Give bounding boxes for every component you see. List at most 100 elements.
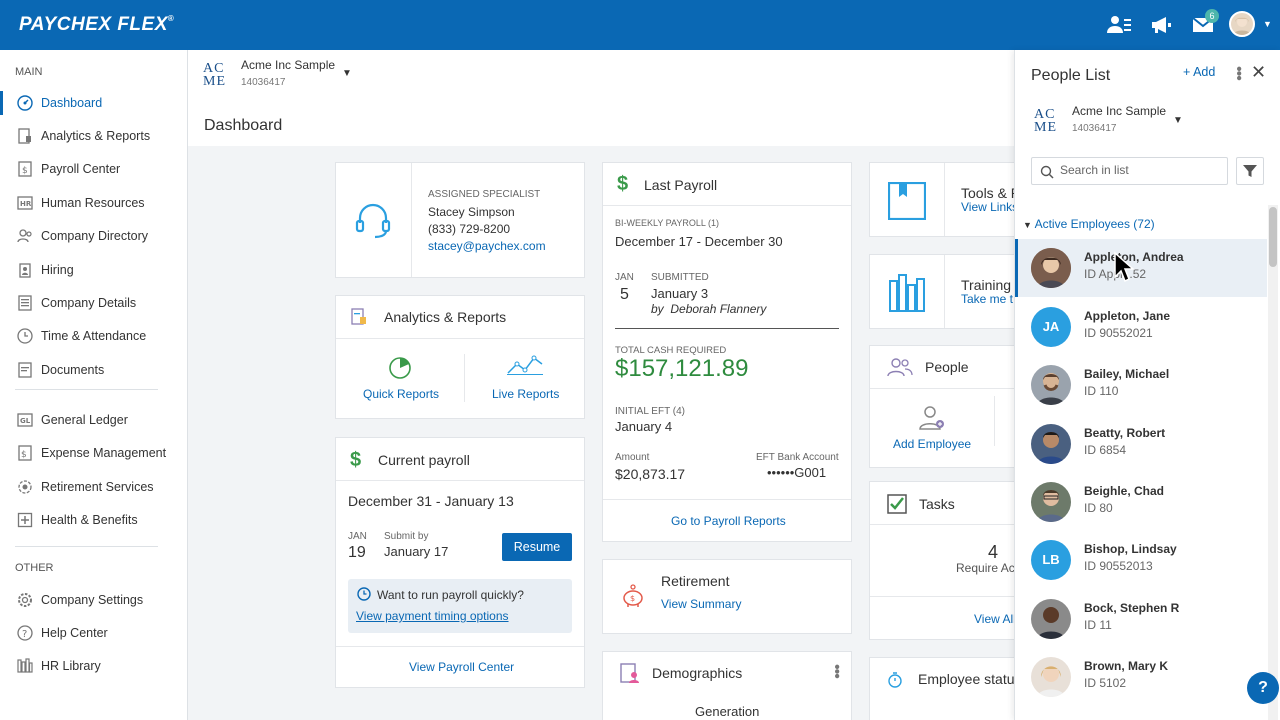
list-item[interactable]: Bock, Stephen R ID 11 xyxy=(1015,590,1267,648)
view-summary-link[interactable]: View Summary xyxy=(661,597,742,611)
payment-timing-link[interactable]: View payment timing options xyxy=(356,609,509,623)
submit-by-date: January 17 xyxy=(384,544,449,559)
take-me-link[interactable]: Take me t xyxy=(961,292,1014,306)
list-item[interactable]: JA Appleton, Jane ID 90552021 xyxy=(1015,298,1267,356)
sidebar-item-time-attendance[interactable]: Time & Attendance xyxy=(0,321,187,351)
panel-company-chevron-down-icon[interactable]: ▼ xyxy=(1173,115,1183,126)
clock-icon xyxy=(17,328,33,344)
specialist-email-link[interactable]: stacey@paychex.com xyxy=(428,239,546,253)
sidebar-item-human-resources[interactable]: HR Human Resources xyxy=(0,188,187,218)
question-circle-icon: ? xyxy=(17,625,33,641)
scrollbar-thumb[interactable] xyxy=(1269,207,1277,267)
demographics-more-icon[interactable]: ••• xyxy=(828,664,845,678)
sidebar-item-label: Company Details xyxy=(41,296,137,310)
avatar xyxy=(1031,599,1071,639)
people-icon[interactable] xyxy=(1106,13,1132,37)
svg-text:?: ? xyxy=(22,629,27,640)
library-books-icon xyxy=(17,658,33,674)
person-name: Bock, Stephen R xyxy=(1084,601,1180,615)
sidebar-item-dashboard[interactable]: Dashboard xyxy=(0,88,187,118)
current-payroll-period: December 31 - January 13 xyxy=(348,493,514,509)
sidebar-item-general-ledger[interactable]: GL General Ledger xyxy=(0,405,187,435)
view-links-link[interactable]: View Links xyxy=(961,200,1019,214)
submitted-by: by Deborah Flannery xyxy=(651,302,767,316)
sidebar-item-retirement-services[interactable]: Retirement Services xyxy=(0,472,187,502)
close-icon[interactable]: ✕ xyxy=(1251,62,1267,82)
people-search-box[interactable] xyxy=(1031,157,1228,185)
megaphone-icon[interactable] xyxy=(1149,13,1175,37)
sidebar-item-analytics-reports[interactable]: Analytics & Reports xyxy=(0,121,187,151)
card-divider xyxy=(464,354,465,402)
person-name: Bishop, Lindsay xyxy=(1084,542,1177,556)
card-divider xyxy=(994,396,995,446)
live-reports-link[interactable]: Live Reports xyxy=(492,387,560,401)
user-avatar[interactable] xyxy=(1229,11,1255,37)
panel-company-switcher[interactable]: Acme Inc Sample xyxy=(1072,104,1167,118)
employee-status-card: Employee status xyxy=(869,657,1029,720)
current-payroll-card: $ Current payroll December 31 - January … xyxy=(335,437,585,688)
list-item[interactable]: Beighle, Chad ID 80 xyxy=(1015,473,1267,531)
demographics-title: Demographics xyxy=(652,665,743,681)
paychex-flex-logo[interactable]: PAYCHEX FLEX® xyxy=(19,14,175,35)
avatar xyxy=(1031,248,1071,288)
acme-logo: AC ME xyxy=(1034,107,1057,135)
amount-label: Amount xyxy=(615,452,650,463)
tasks-title: Tasks xyxy=(919,496,955,512)
sidebar-item-hr-library[interactable]: HR Library xyxy=(0,651,187,681)
sidebar-item-documents[interactable]: Documents xyxy=(0,355,187,385)
filter-button[interactable] xyxy=(1236,157,1264,185)
payroll-frequency: BI-WEEKLY PAYROLL (1) xyxy=(615,218,720,228)
card-divider xyxy=(336,646,584,647)
view-payroll-center-link[interactable]: View Payroll Center xyxy=(409,660,515,674)
sidebar-item-label: Time & Attendance xyxy=(41,329,147,343)
sidebar-item-expense-management[interactable]: $ Expense Management xyxy=(0,438,187,468)
sidebar-item-health-benefits[interactable]: Health & Benefits xyxy=(0,505,187,535)
add-person-button[interactable]: + Add xyxy=(1183,65,1216,79)
list-item[interactable]: Beatty, Robert ID 6854 xyxy=(1015,415,1267,473)
person-name: Brown, Mary K xyxy=(1084,659,1169,673)
avatar xyxy=(1031,482,1071,522)
tools-title: Tools & R xyxy=(961,185,1021,201)
list-item[interactable]: Appleton, Andrea ID Appl...52 xyxy=(1015,239,1267,297)
sidebar-item-payroll-center[interactable]: $ Payroll Center xyxy=(0,154,187,184)
company-id: 14036417 xyxy=(241,77,286,88)
person-id: ID 80 xyxy=(1084,501,1113,515)
line-chart-icon xyxy=(506,354,544,381)
card-divider xyxy=(615,328,839,329)
svg-text:$: $ xyxy=(630,594,635,603)
resume-payroll-button[interactable]: Resume xyxy=(502,533,572,561)
sidebar-item-company-directory[interactable]: Company Directory xyxy=(0,221,187,251)
people-search-input[interactable] xyxy=(1060,163,1220,177)
company-switcher[interactable]: Acme Inc Sample xyxy=(241,58,336,72)
analytics-report-icon xyxy=(350,308,368,331)
person-name: Beatty, Robert xyxy=(1084,426,1166,440)
list-item[interactable]: Brown, Mary K ID 5102 xyxy=(1015,648,1267,706)
document-list-icon xyxy=(17,295,33,311)
person-name: Bailey, Michael xyxy=(1084,367,1170,381)
sidebar-item-help-center[interactable]: ? Help Center xyxy=(0,618,187,648)
sidebar-item-label: General Ledger xyxy=(41,413,128,427)
add-employee-link[interactable]: Add Employee xyxy=(893,437,972,451)
active-employees-toggle[interactable]: ▼ Active Employees (72) xyxy=(1023,217,1155,231)
list-item[interactable]: Bailey, Michael ID 110 xyxy=(1015,356,1267,414)
user-menu-chevron-icon[interactable]: ▼ xyxy=(1263,19,1272,29)
payroll-reports-link[interactable]: Go to Payroll Reports xyxy=(671,514,786,528)
quick-payroll-question: Want to run payroll quickly? xyxy=(377,588,524,602)
company-chevron-down-icon[interactable]: ▼ xyxy=(342,68,352,79)
sidebar-item-label: Health & Benefits xyxy=(41,513,138,527)
more-options-icon[interactable]: ••• xyxy=(1230,66,1247,80)
training-card: Training Take me t xyxy=(869,254,1029,329)
help-button[interactable]: ? xyxy=(1247,672,1279,704)
specialist-name: Stacey Simpson xyxy=(428,205,515,219)
sidebar-item-hiring[interactable]: Hiring xyxy=(0,255,187,285)
sidebar-item-company-settings[interactable]: Company Settings xyxy=(0,585,187,615)
total-cash-label: TOTAL CASH REQUIRED xyxy=(615,345,727,356)
sidebar-item-company-details[interactable]: Company Details xyxy=(0,288,187,318)
list-item[interactable]: LB Bishop, Lindsay ID 90552013 xyxy=(1015,531,1267,589)
quick-reports-link[interactable]: Quick Reports xyxy=(363,387,440,401)
people-list-scrollbar[interactable] xyxy=(1268,205,1278,720)
person-id: ID 90552021 xyxy=(1084,326,1153,340)
card-divider xyxy=(336,480,584,481)
analytics-card: Analytics & Reports Quick Reports Live R… xyxy=(335,295,585,419)
view-all-tasks-link[interactable]: View All xyxy=(974,612,1016,626)
